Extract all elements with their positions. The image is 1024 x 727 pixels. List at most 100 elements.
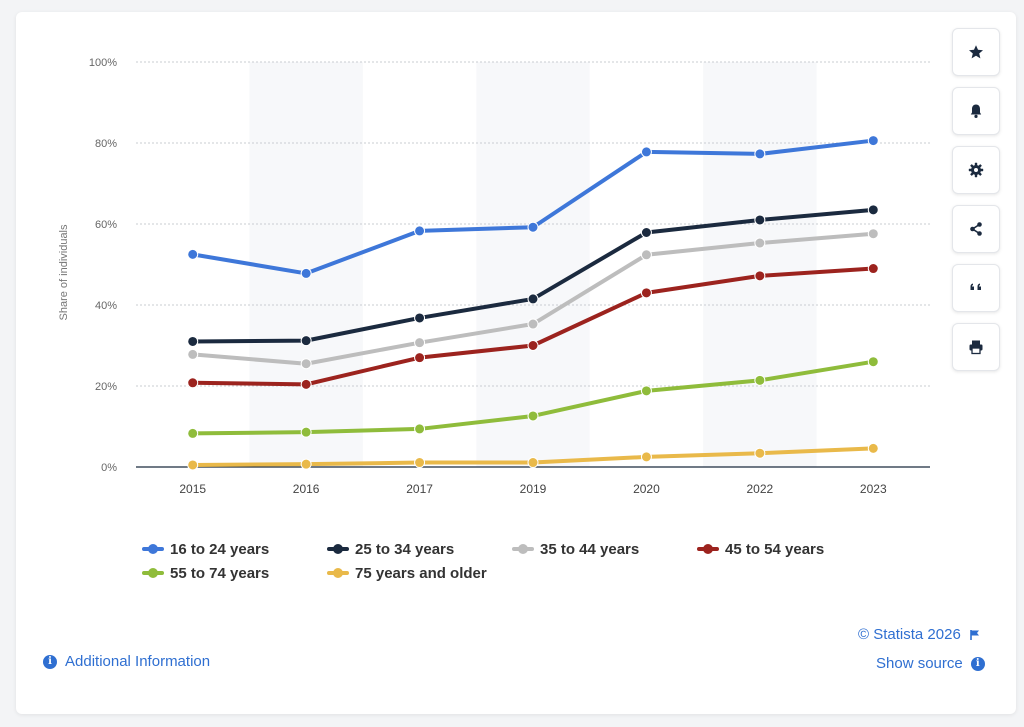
column-band	[249, 62, 363, 467]
additional-information-link[interactable]: i Additional Information	[43, 653, 210, 670]
legend-label: 16 to 24 years	[170, 540, 270, 558]
data-point	[187, 248, 199, 260]
data-point	[300, 335, 312, 347]
data-point	[867, 228, 879, 240]
print-button[interactable]	[952, 323, 1000, 371]
copyright-link[interactable]: © Statista 2026	[858, 626, 981, 643]
y-tick-label: 40%	[95, 300, 117, 312]
show-source-label: Show source	[876, 655, 963, 672]
data-point	[527, 457, 539, 469]
data-point	[867, 135, 879, 147]
data-point	[527, 410, 539, 422]
data-point	[754, 374, 766, 386]
data-point	[414, 337, 426, 349]
data-point	[640, 451, 652, 463]
share-button[interactable]	[952, 205, 1000, 253]
data-point	[867, 263, 879, 275]
legend-swatch	[327, 542, 349, 556]
share-icon	[970, 222, 982, 236]
legend-label: 45 to 54 years	[725, 540, 825, 558]
data-point	[300, 267, 312, 279]
legend-item[interactable]: 25 to 34 years	[327, 540, 512, 558]
star-icon	[969, 45, 983, 59]
legend-label: 75 years and older	[355, 564, 487, 582]
legend-swatch	[697, 542, 719, 556]
data-point	[414, 423, 426, 435]
chart-card: 0% 20% 40% 60% 80% 100% 2015 2016 2017 2019 2020 20…	[16, 12, 1016, 714]
data-point	[300, 458, 312, 470]
y-tick-label: 20%	[95, 381, 117, 393]
print-icon	[969, 340, 983, 355]
legend-item[interactable]: 16 to 24 years	[142, 540, 327, 558]
show-source-link[interactable]: Show source i	[876, 655, 985, 672]
data-point	[754, 148, 766, 160]
line-chart: 0% 20% 40% 60% 80% 100% 2015 2016 2017 2019 2020 20…	[58, 57, 930, 496]
x-tick-label: 2023	[860, 482, 887, 496]
favorite-button[interactable]	[952, 28, 1000, 76]
data-point	[300, 358, 312, 370]
legend-swatch	[327, 566, 349, 580]
data-point	[414, 312, 426, 324]
y-axis-label: Share of individuals	[58, 224, 70, 321]
info-icon: i	[970, 656, 985, 671]
legend-swatch	[142, 542, 164, 556]
data-point	[867, 442, 879, 454]
data-point	[754, 237, 766, 249]
data-point	[754, 270, 766, 282]
x-tick-label: 2020	[633, 482, 660, 496]
data-point	[300, 426, 312, 438]
cite-button[interactable]	[952, 264, 1000, 312]
data-point	[754, 447, 766, 459]
copyright-text: © Statista 2026	[858, 626, 961, 643]
legend-swatch	[142, 566, 164, 580]
data-point	[187, 335, 199, 347]
x-tick-label: 2022	[747, 482, 774, 496]
data-point	[187, 427, 199, 439]
bell-icon	[970, 104, 982, 118]
legend-item[interactable]: 35 to 44 years	[512, 540, 697, 558]
info-icon: i	[43, 654, 57, 669]
legend-item[interactable]: 75 years and older	[327, 564, 512, 582]
y-tick-label: 60%	[95, 219, 117, 231]
data-point	[640, 287, 652, 299]
quote-icon	[970, 283, 981, 290]
data-point	[527, 318, 539, 330]
data-point	[527, 340, 539, 351]
column-band	[476, 62, 590, 467]
y-tick-label: 100%	[89, 57, 117, 69]
data-point	[640, 227, 652, 239]
action-sidebar	[952, 28, 1000, 382]
data-point	[187, 348, 199, 360]
flag-icon	[969, 629, 979, 640]
data-point	[640, 385, 652, 397]
data-point	[867, 356, 879, 368]
legend-label: 35 to 44 years	[540, 540, 640, 558]
y-tick-label: 80%	[95, 138, 117, 150]
legend-swatch	[512, 542, 534, 556]
data-point	[187, 377, 199, 389]
legend-item[interactable]: 55 to 74 years	[142, 564, 327, 582]
y-tick-label: 0%	[101, 462, 117, 474]
x-tick-label: 2017	[406, 482, 433, 496]
data-point	[640, 146, 652, 158]
x-tick-label: 2015	[179, 482, 206, 496]
data-point	[300, 378, 312, 390]
data-point	[527, 221, 539, 233]
legend-item[interactable]: 45 to 54 years	[697, 540, 882, 558]
x-tick-label: 2019	[520, 482, 547, 496]
gear-icon	[968, 162, 984, 178]
data-point	[867, 204, 879, 216]
column-band	[703, 62, 817, 467]
data-point	[640, 249, 652, 261]
legend-label: 55 to 74 years	[170, 564, 270, 582]
settings-button[interactable]	[952, 146, 1000, 194]
data-point	[527, 293, 539, 305]
additional-information-label: Additional Information	[65, 653, 211, 670]
x-tick-label: 2016	[293, 482, 320, 496]
data-point	[414, 352, 426, 364]
chart-legend: 16 to 24 years 25 to 34 years 35 to 44 yea…	[142, 540, 902, 582]
legend-label: 25 to 34 years	[355, 540, 455, 558]
data-point	[187, 459, 199, 471]
data-point	[414, 457, 426, 469]
notification-button[interactable]	[952, 87, 1000, 135]
